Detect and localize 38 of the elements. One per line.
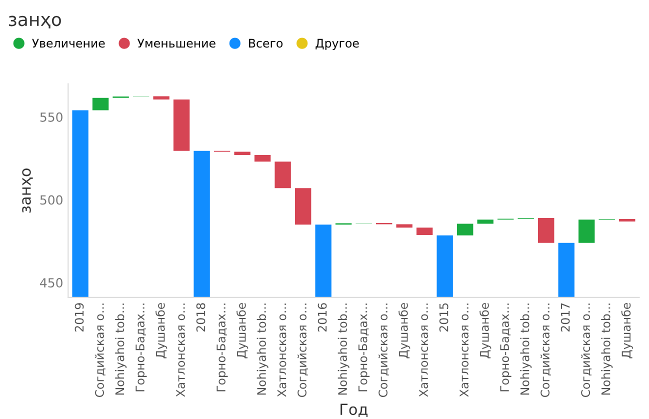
x-tick-label: Согдийская о... [94, 304, 106, 398]
x-tick-label: Хатлонская о... [277, 304, 286, 397]
x-axis-title: Год [340, 404, 368, 417]
x-tick-label: Душанбе [236, 302, 248, 358]
x-tick-label: Душанбе [621, 302, 633, 358]
legend-label: Увеличение [32, 38, 105, 48]
x-tick-label: Согдийская о... [297, 304, 308, 398]
x-tick-label: 2018 [196, 303, 206, 332]
x-tick-label: Nohiyahoi tob... [256, 304, 268, 395]
x-tick-label: Nohiyahoi tob... [115, 304, 127, 395]
legend-label: Другое [316, 38, 359, 50]
x-tick-label: 2019 [74, 303, 84, 332]
x-tick-label: 2017 [560, 303, 570, 332]
x-tick-label: Горно-Бадах... [216, 304, 228, 392]
y-axis-title: занҳо [22, 168, 33, 213]
x-tick-label: Согдийская о... [378, 304, 389, 398]
legend-label: Уменьшение [137, 38, 216, 48]
x-tick-label: Хатлонская о... [460, 304, 469, 397]
x-tick-label: Nohiyahoi tob... [520, 304, 532, 395]
x-tick-label: Nohiyahoi tob... [338, 304, 350, 395]
x-tick-label: Душанбе [480, 302, 492, 358]
x-tick-label: 2016 [318, 303, 327, 332]
x-tick-label: Душанбе [398, 302, 410, 358]
x-tick-label: 2015 [439, 303, 448, 332]
y-tick-label: 450 [40, 278, 62, 288]
x-tick-label: Горно-Бадах... [500, 304, 512, 392]
legend-label: Всего [249, 38, 283, 48]
y-tick-label: 500 [40, 195, 62, 205]
x-tick-label: Горно-Бадах... [358, 304, 370, 392]
x-tick-label: Хатлонская о... [176, 304, 185, 397]
x-tick-label: Душанбе [155, 302, 168, 358]
x-tick-label: Горно-Бадах... [136, 304, 147, 392]
y-tick-label: 550 [40, 112, 62, 122]
x-tick-label: Nohiyahoi tob... [601, 304, 613, 395]
x-tick-label: Согдийская о... [580, 304, 592, 398]
chart-title: занҳо [8, 16, 62, 28]
x-tick-label: Хатлонская о... [419, 304, 428, 397]
x-tick-label: Согдийская о... [540, 304, 551, 398]
